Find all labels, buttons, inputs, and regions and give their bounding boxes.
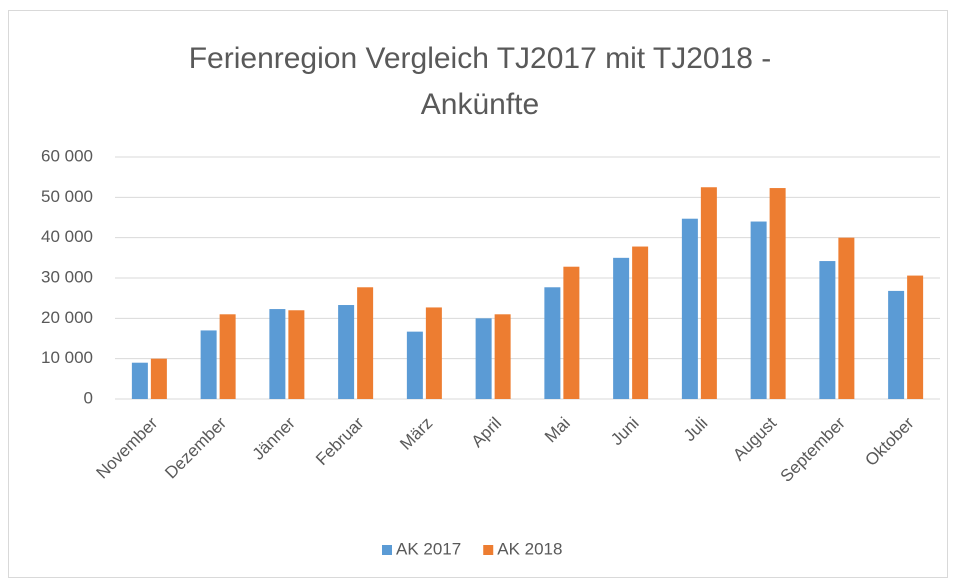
bar [131,362,148,399]
x-tick-label: Juli [680,414,711,445]
bar [838,237,855,399]
chart-frame [8,10,948,578]
x-tick-label: April [468,414,505,451]
bar [406,331,423,399]
bar [750,221,767,399]
y-tick-label: 20 000 [41,308,93,327]
legend-swatch [483,545,494,555]
legend-label: AK 2018 [497,539,562,558]
bar [288,310,305,399]
x-tick-label: Februar [312,413,368,469]
bar [357,287,374,399]
y-tick-label: 0 [84,388,93,407]
y-tick-label: 30 000 [41,267,93,286]
bar [632,246,649,399]
bar [150,358,167,399]
bar [219,314,236,399]
bar [425,307,442,399]
bar [269,309,286,399]
x-tick-label: Mai [541,414,574,447]
x-tick-label: Dezember [161,413,230,482]
bar [700,187,717,399]
x-tick-label: September [777,413,849,485]
legend-label: AK 2017 [396,539,461,558]
y-tick-label: 60 000 [41,146,93,165]
y-tick-label: 10 000 [41,348,93,367]
x-tick-label: August [729,413,780,464]
y-tick-label: 50 000 [41,187,93,206]
bar [544,287,561,399]
x-tick-label: November [92,413,161,482]
bar [613,257,630,399]
bar [563,266,580,399]
y-tick-label: 40 000 [41,227,93,246]
bar [338,305,355,399]
bar [494,314,511,399]
chart-title: Ferienregion Vergleich TJ2017 mit TJ2018… [188,42,772,121]
bar [769,188,786,399]
bar [200,330,217,399]
x-tick-label: Oktober [861,413,917,469]
x-tick-label: Jänner [249,413,299,463]
bar [907,275,924,399]
bar [681,218,698,399]
legend-swatch [382,545,392,555]
x-tick-label: Juni [607,414,642,449]
x-tick-label: März [396,414,436,454]
bar [888,290,905,399]
bar [475,318,492,399]
bar [819,261,836,399]
